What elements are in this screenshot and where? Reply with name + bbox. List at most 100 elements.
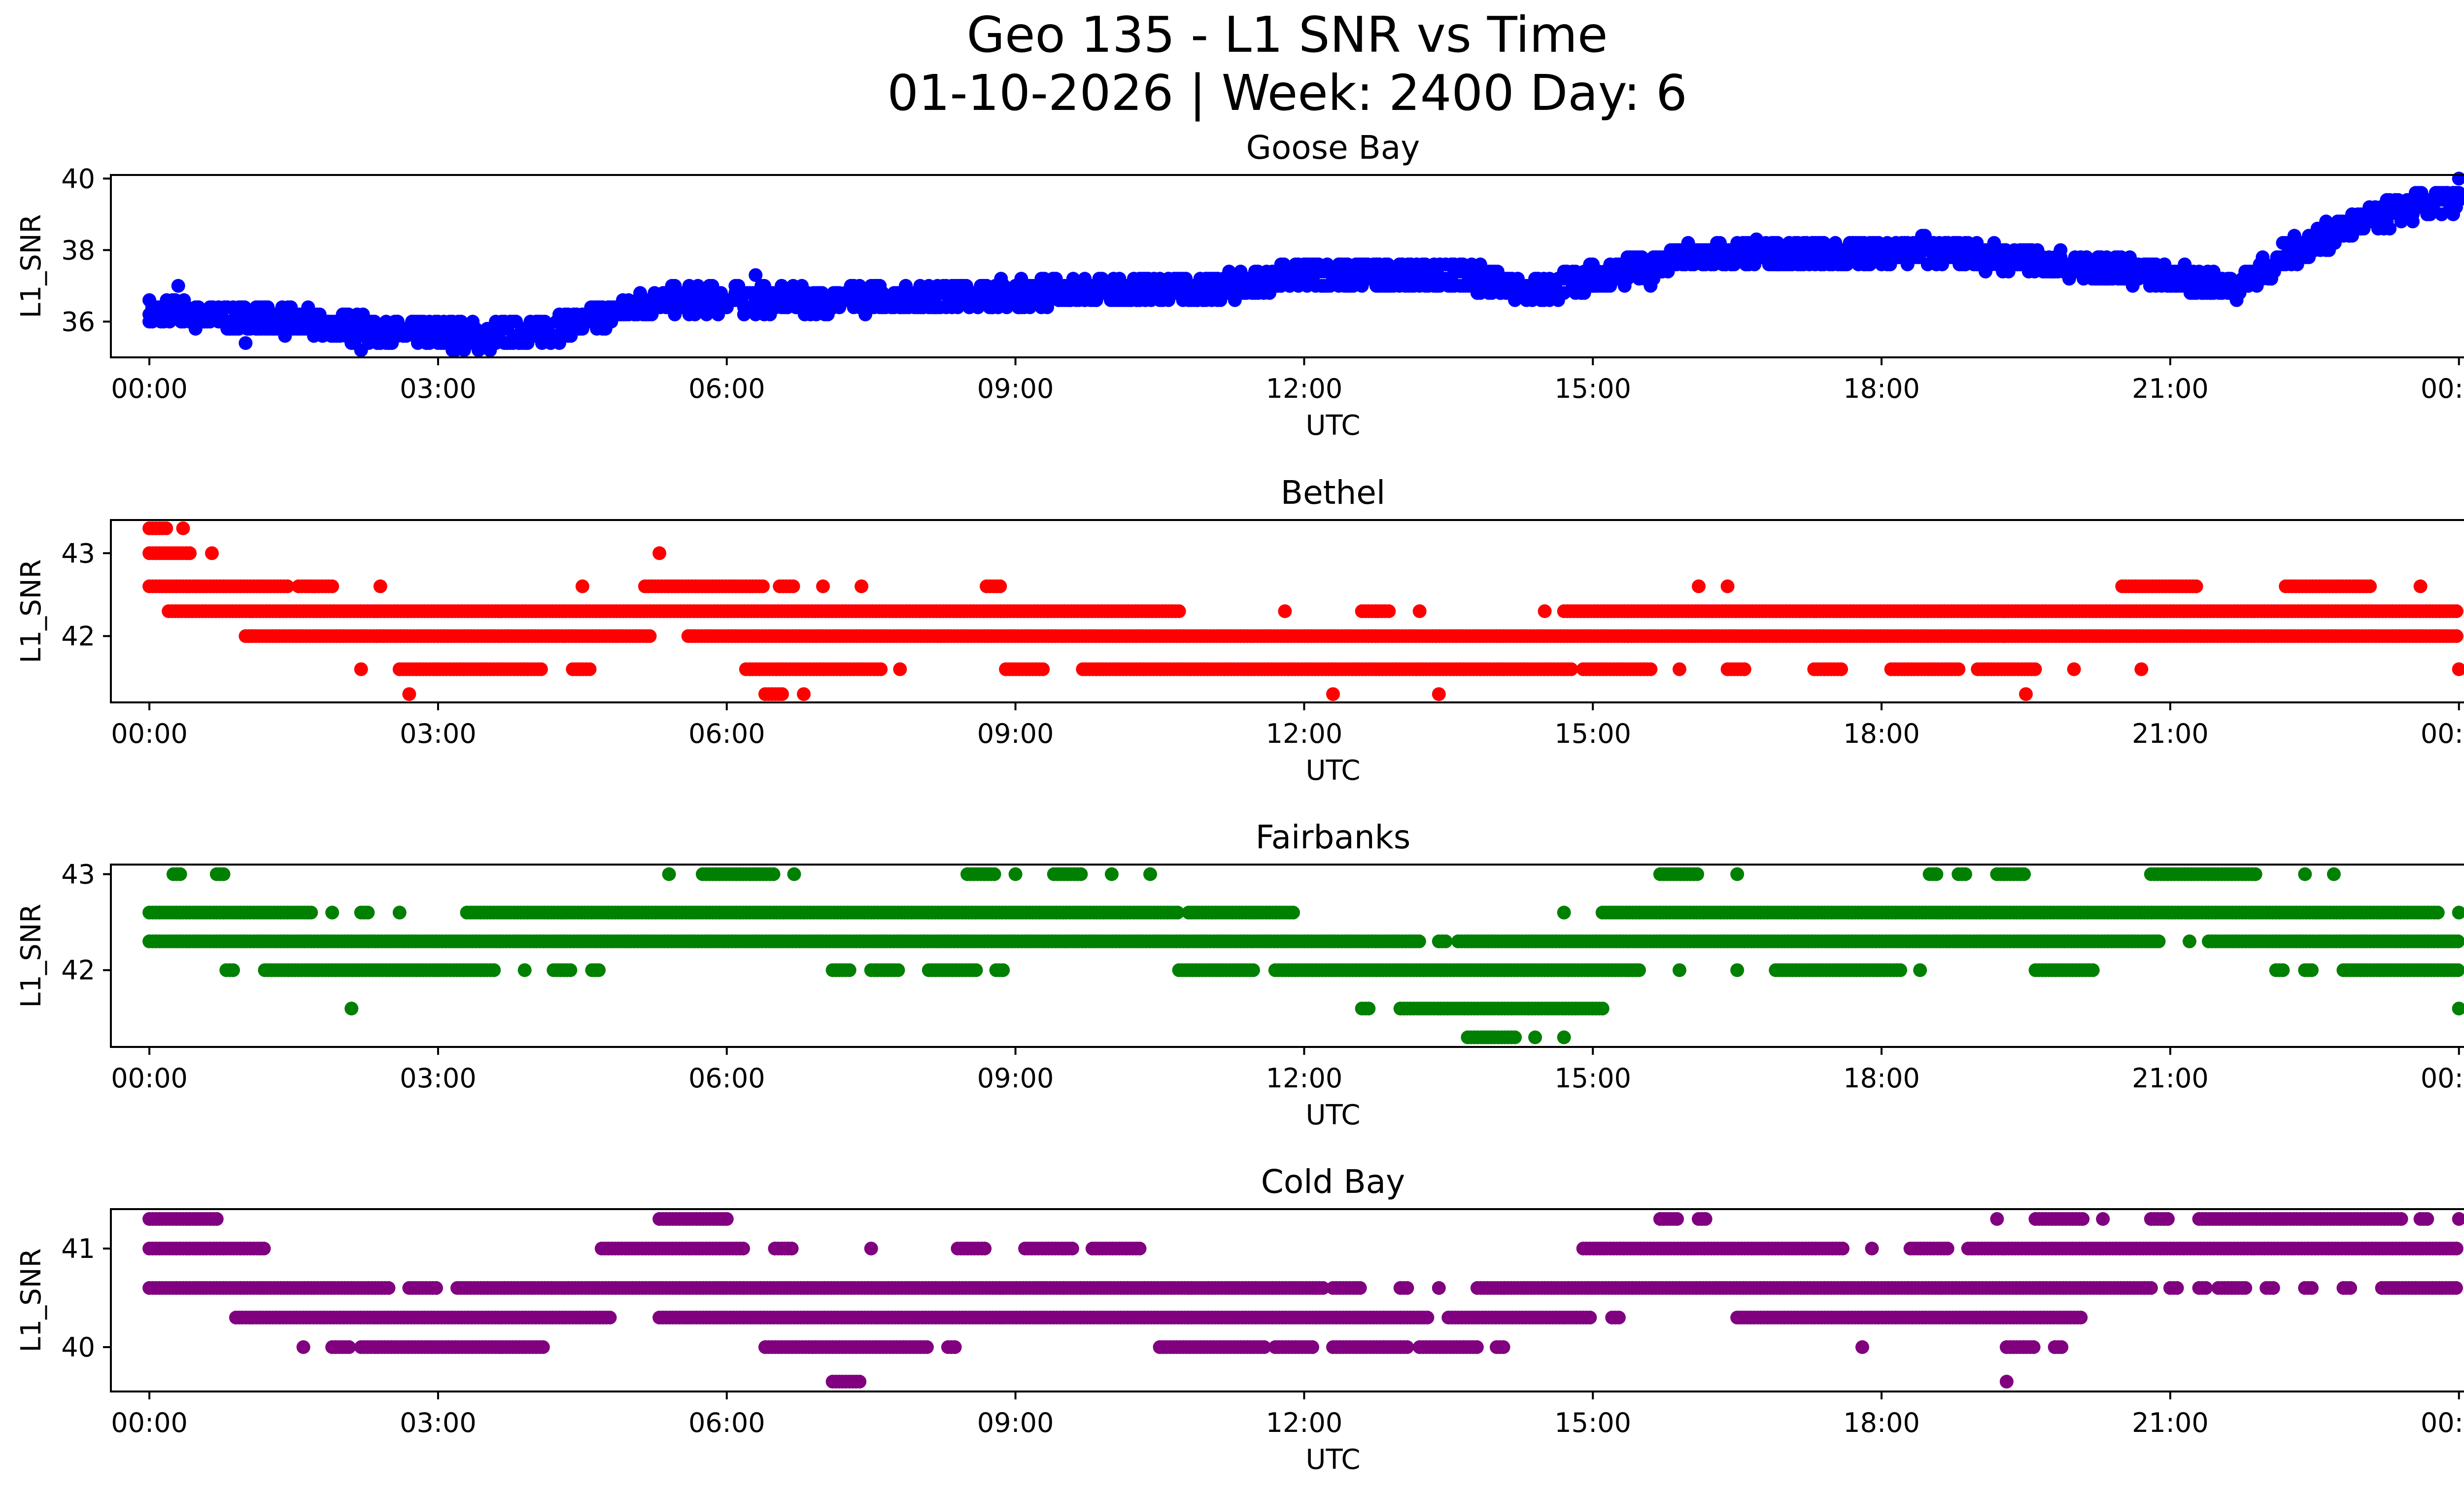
bethel-point bbox=[1412, 604, 1427, 618]
fairbanks-point bbox=[2017, 867, 2031, 881]
bethel-point bbox=[893, 662, 907, 676]
fairbanks-point bbox=[1929, 867, 1944, 881]
fairbanks-point bbox=[216, 867, 231, 881]
bethel-point bbox=[1673, 662, 1686, 676]
bethel-point bbox=[2019, 687, 2033, 701]
bethel-point bbox=[1737, 662, 1751, 676]
bethel-x-tick-label: 12:00 bbox=[1266, 718, 1343, 749]
goose-bay-x-tick-label: 00:00 bbox=[2421, 373, 2464, 404]
panel-goose-bay-xlabel: UTC bbox=[1305, 410, 1360, 442]
bethel-point bbox=[2363, 579, 2377, 593]
fairbanks-point bbox=[392, 905, 407, 920]
bethel-point bbox=[1720, 579, 1735, 593]
bethel-point bbox=[993, 579, 1007, 593]
bethel-point bbox=[1538, 604, 1552, 618]
bethel-point bbox=[1278, 604, 1292, 618]
goose-bay-point bbox=[2383, 221, 2397, 236]
goose-bay-point bbox=[171, 278, 185, 293]
bethel-point bbox=[373, 579, 387, 593]
fairbanks-point bbox=[1730, 867, 1745, 881]
bethel-x-tick-label: 18:00 bbox=[1843, 718, 1920, 749]
goose-bay-point bbox=[1643, 278, 1658, 293]
bethel-point bbox=[1382, 604, 1396, 618]
bethel-point bbox=[534, 662, 548, 676]
fairbanks-point bbox=[1143, 867, 1157, 881]
fairbanks-point bbox=[1104, 867, 1119, 881]
bethel-point bbox=[786, 579, 800, 593]
bethel-point bbox=[2449, 604, 2464, 618]
bethel-point bbox=[2134, 662, 2149, 676]
bethel-point bbox=[756, 579, 770, 593]
bethel-x-tick-label: 15:00 bbox=[1554, 718, 1631, 749]
panel-goose-bay-ylabel: L1_SNR bbox=[15, 214, 47, 318]
bethel-x-tick-label: 00:00 bbox=[2421, 718, 2464, 749]
bethel-point bbox=[797, 687, 811, 701]
fairbanks-point bbox=[662, 867, 676, 881]
goose-bay-point bbox=[239, 336, 253, 350]
bethel-point bbox=[874, 662, 888, 676]
bethel-point bbox=[2028, 662, 2042, 676]
bethel-x-tick-label: 09:00 bbox=[977, 718, 1054, 749]
fairbanks-point bbox=[325, 905, 340, 920]
bethel-point bbox=[775, 687, 789, 701]
bethel-y-tick-label: 42 bbox=[61, 621, 95, 652]
goose-bay-x-tick-label: 00:00 bbox=[111, 373, 188, 404]
fairbanks-point bbox=[1286, 905, 1300, 920]
goose-bay-y-tick-label: 38 bbox=[61, 235, 95, 266]
bethel-point bbox=[183, 546, 197, 560]
bethel-point bbox=[855, 579, 869, 593]
goose-bay-point bbox=[2053, 243, 2068, 257]
bethel-point bbox=[1692, 579, 1706, 593]
bethel-point bbox=[1036, 662, 1050, 676]
fairbanks-point bbox=[2327, 867, 2341, 881]
figure-title-line1: Geo 135 - L1 SNR vs Time bbox=[967, 6, 1608, 64]
bethel-point bbox=[2067, 662, 2081, 676]
bethel-point bbox=[325, 579, 340, 593]
bethel-x-tick-label: 06:00 bbox=[688, 718, 765, 749]
fairbanks-point bbox=[2248, 867, 2262, 881]
bethel-x-tick-label: 00:00 bbox=[111, 718, 188, 749]
fairbanks-point bbox=[1074, 867, 1088, 881]
fairbanks-point bbox=[1690, 867, 1705, 881]
bethel-point bbox=[1432, 687, 1446, 701]
goose-bay-x-tick-label: 18:00 bbox=[1843, 373, 1920, 404]
panel-bethel-title: Bethel bbox=[1281, 474, 1386, 512]
panel-goose-bay-title: Goose Bay bbox=[1246, 129, 1420, 167]
bethel-point bbox=[652, 546, 667, 560]
bethel-point bbox=[2449, 629, 2464, 643]
bethel-point bbox=[1643, 662, 1658, 676]
goose-bay-point bbox=[749, 268, 763, 282]
bethel-point bbox=[1326, 687, 1340, 701]
bethel-point bbox=[2189, 579, 2203, 593]
fairbanks-point bbox=[2430, 905, 2445, 920]
bethel-point bbox=[1951, 662, 1966, 676]
bethel-point bbox=[402, 687, 416, 701]
fairbanks-point bbox=[1008, 867, 1023, 881]
goose-bay-y-tick-label: 40 bbox=[61, 163, 95, 194]
fairbanks-point bbox=[173, 867, 187, 881]
bethel-point bbox=[1172, 604, 1186, 618]
goose-bay-point bbox=[1749, 232, 1764, 246]
bethel-point bbox=[159, 521, 173, 535]
bethel-point bbox=[1564, 662, 1578, 676]
figure-title-line2: 01-10-2026 | Week: 2400 Day: 6 bbox=[887, 64, 1687, 122]
panel-bethel-xlabel: UTC bbox=[1305, 755, 1360, 787]
goose-bay-x-tick-label: 06:00 bbox=[688, 373, 765, 404]
panel-goose-bay: Goose Bay UTC L1_SNR 00:00 03:00 06:00 09:0… bbox=[15, 129, 2464, 442]
bethel-point bbox=[582, 662, 597, 676]
fairbanks-point bbox=[766, 867, 781, 881]
fairbanks-point bbox=[1557, 905, 1571, 920]
fairbanks-point bbox=[361, 905, 375, 920]
goose-bay-x-tick-label: 03:00 bbox=[400, 373, 477, 404]
bethel-point bbox=[816, 579, 830, 593]
bethel-point bbox=[205, 546, 219, 560]
fairbanks-point bbox=[304, 905, 318, 920]
goose-bay-x-tick-label: 09:00 bbox=[977, 373, 1054, 404]
bethel-point bbox=[176, 521, 190, 535]
goose-bay-point bbox=[2406, 214, 2420, 229]
bethel-x-tick-label: 21:00 bbox=[2132, 718, 2209, 749]
fairbanks-point bbox=[787, 867, 801, 881]
goose-bay-x-tick-label: 21:00 bbox=[2132, 373, 2209, 404]
